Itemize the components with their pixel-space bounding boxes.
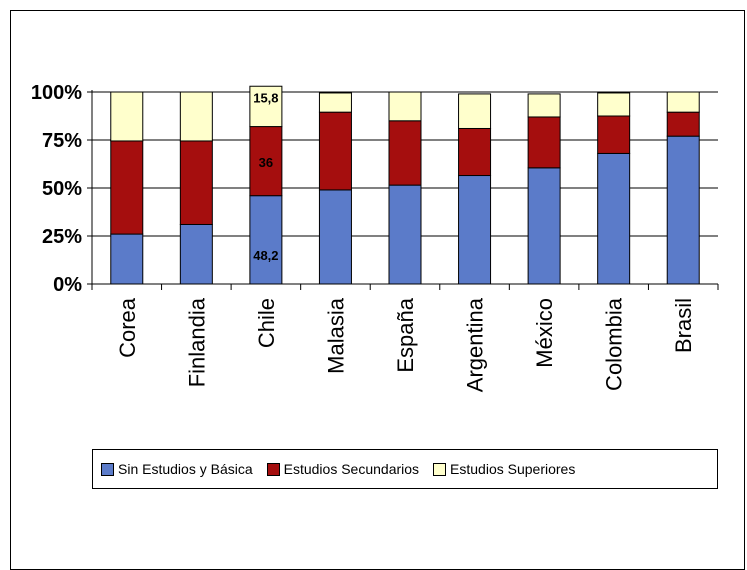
x-tick-label-1: Finlandia [184, 297, 209, 387]
legend-swatch-superiores [433, 462, 447, 476]
x-tick-label-0: Corea [115, 297, 140, 358]
bar-1-2 [249, 126, 283, 197]
legend-label-secundarios: Estudios Secundarios [283, 461, 420, 477]
bar-0-4 [388, 184, 422, 285]
bar-1-1 [179, 140, 213, 225]
x-tick-label-7: Colombia [602, 297, 627, 391]
legend-swatch-sin-estudios [101, 462, 114, 476]
bar-1-0 [110, 140, 144, 235]
bar-1-7 [597, 115, 631, 154]
x-tick-label-4: España [393, 297, 418, 372]
legend: Sin Estudios y Básica Estudios Secundari… [92, 449, 718, 489]
legend-swatch-secundarios [266, 462, 280, 476]
bar-1-5 [458, 127, 492, 177]
bar-1-6 [527, 116, 561, 169]
bar-0-2 [249, 195, 283, 285]
legend-label-sin-estudios: Sin Estudios y Básica [118, 461, 253, 477]
y-tick-label-4: 100% [31, 82, 82, 104]
x-tick-label-6: México [532, 298, 557, 368]
x-tick-label-3: Malasia [323, 297, 348, 374]
bar-2-6 [527, 93, 561, 118]
y-tick-label-1: 25% [42, 226, 82, 248]
bar-2-5 [458, 93, 492, 129]
bar-2-8 [666, 91, 700, 113]
legend-label-superiores: Estudios Superiores [450, 461, 576, 477]
bar-0-8 [666, 135, 700, 285]
x-tick-label-5: Argentina [463, 297, 488, 392]
legend-item-superiores: Estudios Superiores [433, 461, 575, 477]
bar-0-6 [527, 167, 561, 285]
y-tick-label-0: 0% [53, 274, 82, 296]
data-label-1-2: 36 [259, 155, 273, 170]
x-tick-label-2: Chile [254, 298, 279, 348]
bar-0-7 [597, 152, 631, 285]
bar-0-1 [179, 223, 213, 285]
y-tick-label-3: 75% [42, 130, 82, 152]
data-label-0-2: 48,2 [253, 248, 278, 263]
bar-0-0 [110, 233, 144, 285]
bar-0-5 [458, 175, 492, 285]
legend-item-sin-estudios: Sin Estudios y Básica [101, 461, 253, 477]
bar-1-8 [666, 111, 700, 137]
bar-2-4 [388, 91, 422, 122]
bar-2-1 [179, 91, 213, 142]
x-tick-label-8: Brasil [671, 298, 696, 353]
bar-2-2 [249, 85, 283, 128]
bar-1-4 [388, 120, 422, 186]
legend-item-secundarios: Estudios Secundarios [266, 461, 420, 477]
bar-2-0 [110, 91, 144, 142]
bar-0-3 [318, 189, 352, 285]
bar-1-3 [318, 111, 352, 191]
bar-2-3 [318, 92, 352, 113]
y-tick-label-2: 50% [42, 178, 82, 200]
data-label-2-2: 15,8 [253, 90, 278, 105]
bar-2-7 [597, 92, 631, 117]
